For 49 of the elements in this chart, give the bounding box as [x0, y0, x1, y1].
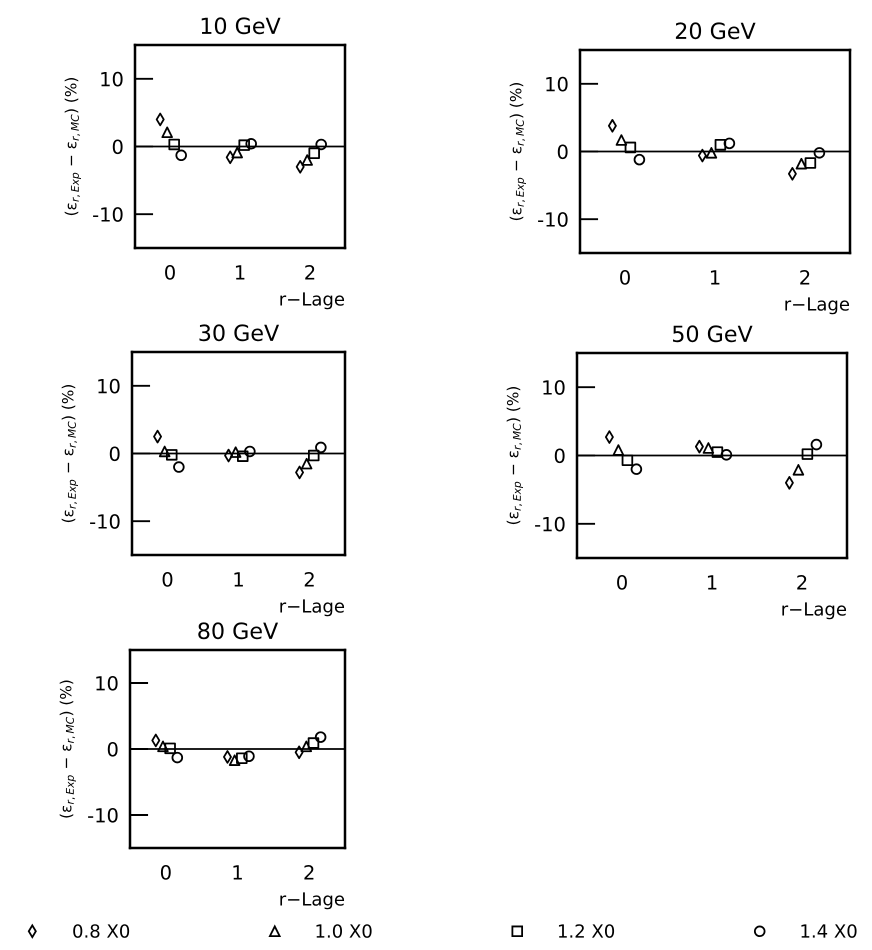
x-axis-title: r−Lage [280, 892, 344, 910]
x-tick-label: 0 [620, 270, 630, 285]
x-tick-label: 1 [710, 270, 720, 284]
x-tick-label: 2 [305, 265, 314, 280]
x-tick-label: 1 [233, 865, 242, 880]
y-tick-label: -10 [535, 516, 565, 532]
y-tick-label: -10 [93, 207, 123, 222]
legend-label: 1.0 X0 [316, 924, 372, 938]
legend-label: 1.2 X0 [558, 924, 614, 938]
x-tick-label: 2 [304, 572, 314, 586]
chart-title: 80 GeV [198, 622, 278, 640]
y-tick-label: 10 [96, 676, 118, 691]
y-axis-title: (ε$_{r,Exp}$ − ε$_{r,MC}$) (%) [510, 83, 526, 220]
y-tick-label: 0 [112, 139, 123, 154]
y-tick-label: 10 [546, 76, 568, 92]
chart-title: 10 GeV [202, 17, 281, 34]
y-tick-label: -10 [538, 212, 568, 227]
x-tick-label: 1 [234, 572, 243, 586]
x-tick-label: 1 [236, 265, 244, 280]
y-tick-label: 10 [98, 378, 120, 394]
y-tick-label: 0 [558, 144, 568, 160]
chart-title: 20 GeV [676, 22, 756, 40]
x-tick-label: 0 [165, 265, 175, 280]
y-tick-label: 0 [110, 446, 120, 462]
x-tick-label: 0 [160, 865, 171, 880]
x-axis-title: r−Lage [782, 602, 846, 620]
y-axis-title: (ε$_{r,Exp}$ − ε$_{r,MC}$) (%) [506, 387, 523, 524]
x-tick-label: 1 [708, 575, 716, 590]
y-axis-title: (ε$_{r,Exp}$ − ε$_{r,MC}$) (%) [60, 680, 76, 818]
y-tick-label: 10 [543, 380, 565, 395]
y-tick-label: -10 [88, 808, 118, 823]
legend-label: 0.8 X0 [73, 924, 130, 938]
chart-title: 30 GeV [199, 324, 280, 342]
x-tick-label: 2 [797, 575, 806, 590]
y-tick-label: -10 [90, 514, 120, 529]
chart-title: 50 GeV [673, 325, 753, 342]
y-tick-label: 0 [554, 448, 565, 464]
y-tick-label: 10 [101, 72, 123, 86]
legend-label: 1.4 X0 [801, 924, 857, 938]
x-axis-title: r−Lage [785, 297, 850, 314]
y-tick-label: 0 [108, 742, 118, 757]
x-axis-title: r−Lage [280, 599, 344, 616]
x-tick-label: 2 [800, 270, 810, 284]
x-tick-label: 2 [304, 865, 314, 880]
x-axis-title: r−Lage [280, 292, 344, 310]
y-axis-title: (ε$_{r,Exp}$ − ε$_{r,MC}$) (%) [64, 78, 81, 216]
x-tick-label: 0 [617, 575, 627, 590]
y-axis-title: (ε$_{r,Exp}$ − ε$_{r,MC}$) (%) [62, 385, 78, 522]
x-tick-label: 0 [162, 572, 172, 587]
